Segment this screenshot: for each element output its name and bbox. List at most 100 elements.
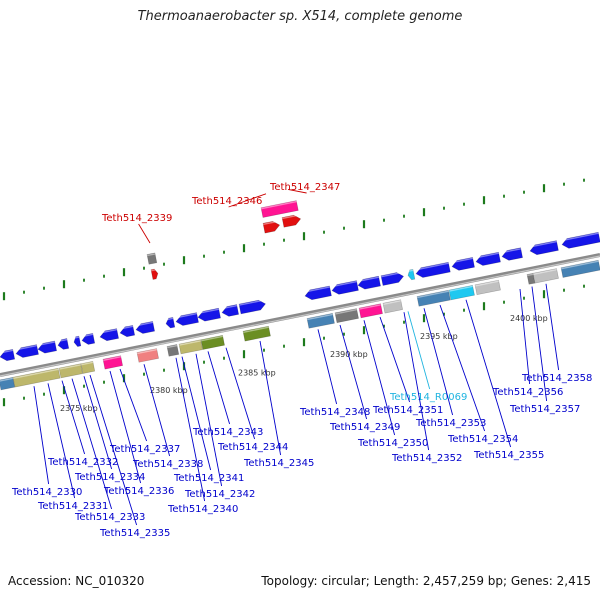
feature-forward-19 xyxy=(415,261,451,278)
feature-forward-13 xyxy=(238,299,266,315)
gene-labels: Teth514_2330 Teth514_2331 Teth514_2332 Teth… xyxy=(11,182,592,539)
gene-label: Teth514_2335 xyxy=(99,528,170,539)
feature-reverse-13 xyxy=(382,299,403,314)
gene-leader-line xyxy=(519,288,531,385)
gene-features xyxy=(0,200,600,391)
gene-label: Teth514_2337 xyxy=(109,444,180,455)
feature-2347-outer xyxy=(262,220,281,234)
scale-label-0: 2375 kbp xyxy=(60,404,98,413)
feature-reverse-8 xyxy=(200,335,225,350)
feature-forward-17 xyxy=(380,271,405,286)
gene-leader-line xyxy=(531,286,548,402)
feature-forward-22 xyxy=(501,247,523,261)
gene-leader-line xyxy=(138,223,151,244)
genome-summary-text: Topology: circular; Length: 2,457,259 bp… xyxy=(261,574,591,588)
gene-leader-line xyxy=(109,370,142,484)
backbone-highlight xyxy=(0,255,600,377)
gene-label: Teth514_2340 xyxy=(167,504,238,515)
gene-leader-line xyxy=(465,299,512,448)
gene-label: Teth514_2333 xyxy=(74,512,145,523)
feature-forward-0 xyxy=(0,348,16,362)
feature-reverse-2 xyxy=(58,363,83,379)
gene-label: Teth514_2330 xyxy=(11,487,82,498)
gene-label: Teth514_2352 xyxy=(391,453,462,464)
gene-label: Teth514_2349 xyxy=(329,422,400,433)
scale-label-3: 2390 kbp xyxy=(330,350,368,359)
gene-label: Teth514_2342 xyxy=(184,489,255,500)
feature-forward-7 xyxy=(119,324,136,338)
feature-forward-2 xyxy=(37,340,57,354)
gene-label: Teth514_2351 xyxy=(372,405,443,416)
gene-leader-line xyxy=(71,378,113,510)
gene-label: Teth514_2346 xyxy=(191,196,262,207)
gene-leader-line xyxy=(119,368,148,442)
feature-forward-1 xyxy=(15,344,39,358)
scale-labels: 2375 kbp 2380 kbp 2385 kbp 2390 kbp 2395 kbp… xyxy=(60,314,548,413)
feature-2346-outer xyxy=(281,214,302,228)
gene-leader-line xyxy=(228,193,267,208)
gene-leader-line xyxy=(287,188,307,194)
gene-leader-line xyxy=(207,351,231,425)
gene-leader-line xyxy=(181,356,212,471)
feature-forward-6 xyxy=(99,328,119,342)
scale-label-1: 2380 kbp xyxy=(150,386,188,395)
gene-label: Teth514_R0069 xyxy=(389,392,467,403)
feature-forward-15 xyxy=(331,280,359,295)
feature-forward-16 xyxy=(357,275,381,290)
feature-forward-3 xyxy=(57,338,70,350)
genome-title: Thermoanaerobacter sp. X514, complete ge… xyxy=(137,9,463,24)
gene-leader-line xyxy=(545,283,560,371)
gene-label: Teth514_2356 xyxy=(492,387,563,398)
gene-label: Teth514_2348 xyxy=(299,407,370,418)
feature-forward-9 xyxy=(165,316,176,329)
scale-label-4: 2395 kbp xyxy=(420,332,458,341)
gene-label: Teth514_2338 xyxy=(132,459,203,470)
gene-label: Teth514_2345 xyxy=(243,458,314,469)
gene-label: Teth514_2332 xyxy=(47,457,118,468)
feature-forward-12 xyxy=(221,304,240,317)
feature-reverse-5 xyxy=(136,348,159,363)
gene-label: Teth514_2341 xyxy=(173,473,244,484)
feature-reverse-4 xyxy=(102,355,123,370)
gene-leader-line xyxy=(259,340,282,456)
gene-label: Teth514_2343 xyxy=(192,427,263,438)
feature-forward-21 xyxy=(475,251,501,266)
scale-label-2: 2385 kbp xyxy=(238,368,276,377)
gene-label: Teth514_2357 xyxy=(509,404,580,415)
scale-label-5: 2400 kbp xyxy=(510,314,548,323)
gene-leader-line xyxy=(363,320,396,436)
feature-reverse-9 xyxy=(242,325,271,342)
feature-forward-10 xyxy=(175,312,199,326)
feature-forward-11 xyxy=(197,307,221,322)
feature-reverse-18 xyxy=(532,268,559,284)
gene-leader-line xyxy=(379,316,411,403)
feature-forward-18 xyxy=(407,268,416,281)
gene-leader-line xyxy=(61,380,86,455)
feature-reverse-16 xyxy=(474,279,501,296)
feature-reverse-12 xyxy=(358,303,383,319)
gene-label: Teth514_2353 xyxy=(415,418,486,429)
accession-text: Accession: NC_010320 xyxy=(8,574,145,588)
feature-forward-5 xyxy=(81,332,96,345)
feature-forward-20 xyxy=(451,257,475,271)
gene-leader-line xyxy=(33,386,50,485)
genome-backbone xyxy=(0,253,600,377)
feature-reverse-19 xyxy=(560,259,600,278)
feature-reverse-6 xyxy=(166,344,180,357)
feature-reverse-17 xyxy=(526,272,536,285)
gene-label: Teth514_2334 xyxy=(74,472,145,483)
gene-leader-line xyxy=(439,304,486,432)
feature-reverse-14 xyxy=(416,289,451,307)
gene-leader-line xyxy=(195,353,223,487)
feature-reverse-15 xyxy=(448,285,475,301)
feature-reverse-1 xyxy=(12,367,61,388)
feature-forward-23 xyxy=(529,240,559,256)
gene-leader-line xyxy=(47,383,76,499)
feature-reverse-10 xyxy=(306,313,335,329)
gene-label: Teth514_2354 xyxy=(447,434,518,445)
gene-leader-line xyxy=(89,374,138,526)
gene-leader-line xyxy=(403,312,430,451)
feature-forward-24 xyxy=(561,231,600,249)
